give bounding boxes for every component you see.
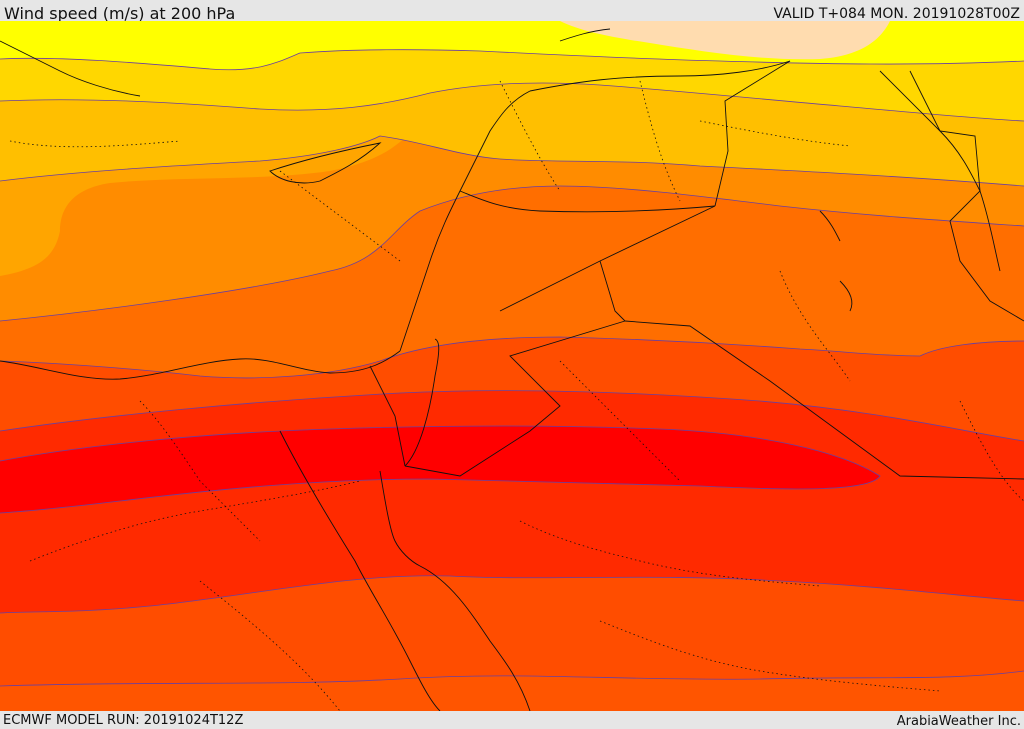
political-borders	[369, 60, 1024, 480]
band-south-orange	[0, 671, 1024, 711]
admin-boundaries	[9, 80, 1024, 711]
band-orange-mid	[0, 186, 1024, 378]
valid-time: VALID T+084 MON. 20191028T00Z	[773, 6, 1020, 22]
model-run-label: ECMWF MODEL RUN: 20191024T12Z	[3, 713, 244, 728]
jet-core	[0, 426, 880, 513]
coastlines	[0, 28, 1001, 711]
map-svg	[0, 21, 1024, 711]
band-orange-light	[0, 136, 1024, 321]
wind-speed-map	[0, 21, 1024, 711]
contour-lines	[0, 49, 1024, 687]
pocket-peach	[560, 21, 890, 60]
credit-label: ArabiaWeather Inc.	[896, 714, 1021, 729]
map-title: Wind speed (m/s) at 200 hPa	[4, 4, 236, 23]
